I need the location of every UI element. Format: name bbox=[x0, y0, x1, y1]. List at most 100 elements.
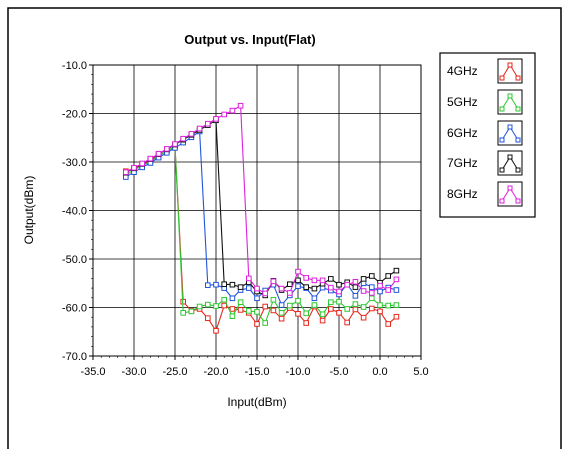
y-tick-label: -20.0 bbox=[62, 109, 87, 121]
data-point-8ghz bbox=[213, 116, 219, 122]
data-point-8ghz bbox=[344, 281, 350, 288]
data-point-8ghz bbox=[205, 120, 211, 127]
data-point-8ghz bbox=[287, 290, 293, 296]
data-point-6ghz bbox=[311, 295, 318, 302]
data-point-8ghz bbox=[369, 290, 375, 296]
data-point-5ghz bbox=[221, 296, 227, 303]
data-point-7ghz bbox=[393, 267, 400, 274]
data-point-8ghz bbox=[123, 169, 129, 175]
data-point-5ghz bbox=[246, 308, 252, 314]
data-point-7ghz bbox=[328, 276, 334, 282]
data-point-5ghz bbox=[270, 296, 277, 303]
data-point-7ghz bbox=[360, 276, 367, 282]
series-group bbox=[123, 102, 400, 334]
data-point-5ghz bbox=[295, 297, 301, 304]
legend-marker-7ghz bbox=[499, 167, 505, 173]
series-line-8ghz bbox=[125, 104, 397, 295]
legend-label-6ghz: 6GHz bbox=[447, 126, 478, 140]
data-point-5ghz bbox=[328, 299, 334, 305]
data-point-5ghz bbox=[188, 308, 195, 315]
data-point-6ghz bbox=[246, 285, 252, 291]
data-point-7ghz bbox=[385, 273, 391, 279]
data-point-8ghz bbox=[155, 150, 162, 157]
legend-label-5ghz: 5GHz bbox=[447, 95, 478, 109]
data-point-6ghz bbox=[278, 302, 285, 308]
legend-marker-6ghz bbox=[507, 124, 513, 130]
data-point-7ghz bbox=[295, 277, 301, 284]
data-point-6ghz bbox=[377, 288, 383, 295]
data-point-8ghz bbox=[336, 288, 342, 295]
data-point-7ghz bbox=[311, 285, 318, 292]
legend-marker-8ghz bbox=[499, 198, 505, 204]
data-point-5ghz bbox=[344, 306, 350, 312]
data-point-8ghz bbox=[131, 165, 137, 171]
data-point-7ghz bbox=[369, 273, 375, 279]
y-axis-label: Output(dBm) bbox=[22, 176, 36, 245]
data-point-4ghz bbox=[278, 315, 285, 322]
data-point-8ghz bbox=[229, 107, 236, 114]
data-point-8ghz bbox=[172, 141, 178, 147]
data-point-7ghz bbox=[221, 281, 227, 288]
data-point-4ghz bbox=[205, 315, 211, 321]
data-point-5ghz bbox=[196, 303, 203, 310]
data-point-8ghz bbox=[393, 276, 400, 283]
data-point-5ghz bbox=[369, 295, 375, 302]
y-tick-label: -40.0 bbox=[62, 206, 87, 218]
data-point-6ghz bbox=[213, 281, 219, 288]
x-axis-label: Input(dBm) bbox=[227, 395, 286, 409]
legend-marker-5ghz bbox=[507, 93, 513, 99]
data-point-5ghz bbox=[213, 303, 219, 309]
data-point-4ghz bbox=[213, 327, 219, 334]
data-point-5ghz bbox=[319, 311, 326, 318]
y-tick-label: -50.0 bbox=[62, 254, 87, 266]
data-point-5ghz bbox=[278, 310, 285, 316]
data-point-8ghz bbox=[270, 278, 277, 285]
data-point-4ghz bbox=[303, 320, 309, 326]
data-point-5ghz bbox=[229, 313, 236, 320]
legend-marker-8ghz bbox=[515, 198, 521, 204]
data-point-5ghz bbox=[352, 301, 359, 307]
data-point-7ghz bbox=[237, 284, 244, 290]
legend-marker-7ghz bbox=[515, 167, 521, 173]
legend-marker-6ghz bbox=[499, 137, 505, 143]
x-tick-label: -30.0 bbox=[121, 366, 146, 378]
data-point-4ghz bbox=[336, 310, 342, 316]
data-point-8ghz bbox=[295, 268, 301, 275]
data-point-4ghz bbox=[254, 321, 260, 327]
data-point-7ghz bbox=[229, 281, 236, 288]
data-point-5ghz bbox=[205, 301, 211, 308]
y-tick-label: -60.0 bbox=[62, 303, 87, 315]
legend-label-4ghz: 4GHz bbox=[447, 64, 478, 78]
data-point-7ghz bbox=[336, 281, 342, 288]
data-point-8ghz bbox=[328, 284, 334, 291]
x-axis-ticks: -35.0 -30.0 -25.0 -20.0 -15.0 -10.0 -5.0 0.0 5.0 bbox=[80, 356, 429, 378]
data-point-5ghz bbox=[393, 302, 400, 308]
legend-marker-5ghz bbox=[499, 106, 505, 112]
data-point-8ghz bbox=[164, 146, 170, 152]
x-tick-label: -20.0 bbox=[203, 366, 228, 378]
data-point-7ghz bbox=[303, 284, 309, 290]
legend-marker-5ghz bbox=[515, 106, 521, 112]
x-tick-label: -15.0 bbox=[244, 366, 269, 378]
data-point-4ghz bbox=[295, 311, 301, 317]
data-point-5ghz bbox=[377, 302, 383, 308]
x-tick-label: -10.0 bbox=[285, 366, 310, 378]
data-point-8ghz bbox=[147, 155, 154, 162]
x-tick-label: -5.0 bbox=[330, 366, 349, 378]
data-point-8ghz bbox=[237, 102, 244, 109]
data-point-8ghz bbox=[311, 277, 318, 284]
data-point-4ghz bbox=[237, 307, 244, 313]
legend-marker-6ghz bbox=[515, 137, 521, 143]
data-point-8ghz bbox=[188, 131, 195, 137]
y-tick-label: -30.0 bbox=[62, 157, 87, 169]
data-point-4ghz bbox=[229, 306, 236, 312]
data-point-6ghz bbox=[205, 282, 211, 288]
y-tick-label: -10.0 bbox=[62, 60, 87, 72]
data-point-8ghz bbox=[262, 290, 268, 297]
data-point-8ghz bbox=[385, 287, 391, 293]
data-point-8ghz bbox=[246, 275, 252, 282]
data-point-8ghz bbox=[278, 285, 285, 292]
data-point-8ghz bbox=[303, 275, 309, 281]
data-point-8ghz bbox=[221, 111, 227, 118]
